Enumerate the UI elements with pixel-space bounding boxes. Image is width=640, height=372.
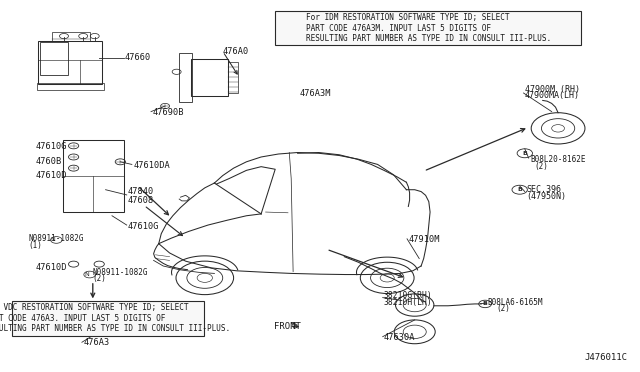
Text: 47690B: 47690B	[152, 108, 184, 117]
Bar	[40, 42, 68, 75]
Text: (47950N): (47950N)	[526, 192, 566, 201]
Text: 47610D: 47610D	[35, 263, 67, 272]
Text: (2): (2)	[534, 162, 548, 171]
Bar	[38, 41, 102, 84]
Bar	[52, 32, 90, 41]
Text: 476A3M: 476A3M	[300, 89, 331, 98]
Text: J476011C: J476011C	[584, 353, 627, 362]
Text: 47610G: 47610G	[35, 142, 67, 151]
Text: 47610DA: 47610DA	[133, 161, 170, 170]
Bar	[12, 301, 204, 336]
Text: 476A0: 476A0	[223, 47, 249, 56]
Text: 47900MA(LH): 47900MA(LH)	[525, 92, 580, 100]
Text: 47840: 47840	[128, 187, 154, 196]
Text: (2): (2)	[496, 304, 510, 313]
Text: For VDC RESTORATION SOFTWARE TYPE ID; SELECT
PART CODE 476A3. INPUT LAST 5 DIGIT: For VDC RESTORATION SOFTWARE TYPE ID; SE…	[0, 303, 230, 333]
Text: 38210H(LH): 38210H(LH)	[384, 298, 433, 307]
Text: (1): (1)	[29, 241, 43, 250]
Bar	[191, 59, 228, 96]
Bar	[37, 83, 104, 90]
Text: FRONT: FRONT	[274, 322, 301, 331]
Text: N: N	[84, 272, 89, 277]
Bar	[228, 62, 238, 93]
Text: B: B	[483, 301, 488, 307]
Text: 47900M (RH): 47900M (RH)	[525, 85, 580, 94]
Text: 47610G: 47610G	[128, 222, 159, 231]
Text: For IDM RESTORATION SOFTWARE TYPE ID; SELECT
PART CODE 476A3M. INPUT LAST 5 DIGI: For IDM RESTORATION SOFTWARE TYPE ID; SE…	[305, 13, 551, 43]
Text: 47630A: 47630A	[384, 333, 415, 342]
Text: B: B	[522, 151, 527, 156]
Text: N08911-1082G: N08911-1082G	[29, 234, 84, 243]
Bar	[179, 53, 192, 102]
Text: 4760B: 4760B	[35, 157, 61, 166]
Text: 47660: 47660	[125, 53, 151, 62]
Text: B: B	[517, 187, 522, 192]
Text: B08LA6-6165M: B08LA6-6165M	[488, 298, 543, 307]
Bar	[275, 11, 581, 45]
Bar	[63, 140, 124, 212]
Text: 47910M: 47910M	[408, 235, 440, 244]
Text: N08911-1082G: N08911-1082G	[93, 268, 148, 277]
Text: 476A3: 476A3	[83, 339, 109, 347]
Text: 47610D: 47610D	[35, 171, 67, 180]
Text: 38210G(RH): 38210G(RH)	[384, 291, 433, 300]
Text: (2): (2)	[93, 275, 107, 283]
Text: N: N	[51, 237, 56, 243]
Text: B08L20-8162E: B08L20-8162E	[530, 155, 586, 164]
Text: SEC.396: SEC.396	[526, 185, 561, 194]
Text: 47608: 47608	[128, 196, 154, 205]
